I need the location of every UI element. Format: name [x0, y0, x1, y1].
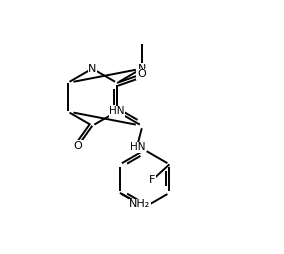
- Text: N: N: [138, 64, 146, 74]
- Text: NH₂: NH₂: [129, 199, 151, 209]
- Text: HN: HN: [109, 106, 125, 117]
- Text: O: O: [137, 69, 146, 79]
- Text: F: F: [149, 175, 155, 185]
- Text: HN: HN: [130, 142, 145, 152]
- Text: N: N: [88, 64, 97, 74]
- Text: O: O: [74, 141, 82, 151]
